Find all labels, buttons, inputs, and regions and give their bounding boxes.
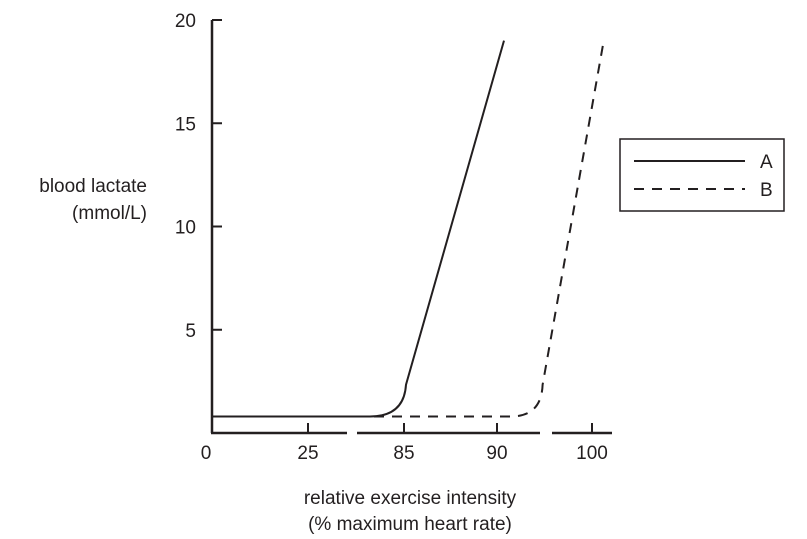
x-tick-label: 100 xyxy=(576,443,608,464)
series-layer xyxy=(212,40,604,418)
y-tick-label: 20 xyxy=(175,11,196,32)
y-ticks: 5 10 15 20 xyxy=(175,11,222,342)
y-tick-label: 5 xyxy=(185,321,196,342)
x-tick-label: 85 xyxy=(393,443,414,464)
y-axis-title-line-2: (mmol/L) xyxy=(72,203,147,224)
legend-label-a: A xyxy=(760,152,773,173)
x-tick-label: 90 xyxy=(486,443,507,464)
x-ticks: 25 85 90 100 xyxy=(297,423,608,464)
legend-label-b: B xyxy=(760,180,773,201)
y-axis-title-line-1: blood lactate xyxy=(39,176,147,197)
y-tick-label: 15 xyxy=(175,114,196,135)
y-tick-label: 10 xyxy=(175,218,196,239)
series-line-b xyxy=(212,44,604,418)
legend: A B xyxy=(619,138,785,212)
x-axis-title-line-2: (% maximum heart rate) xyxy=(308,514,512,535)
origin-label: 0 xyxy=(201,443,212,464)
x-tick-label: 25 xyxy=(297,443,318,464)
series-line-a xyxy=(212,40,505,418)
x-axis-title-line-1: relative exercise intensity xyxy=(304,488,517,509)
legend-box xyxy=(619,138,785,212)
